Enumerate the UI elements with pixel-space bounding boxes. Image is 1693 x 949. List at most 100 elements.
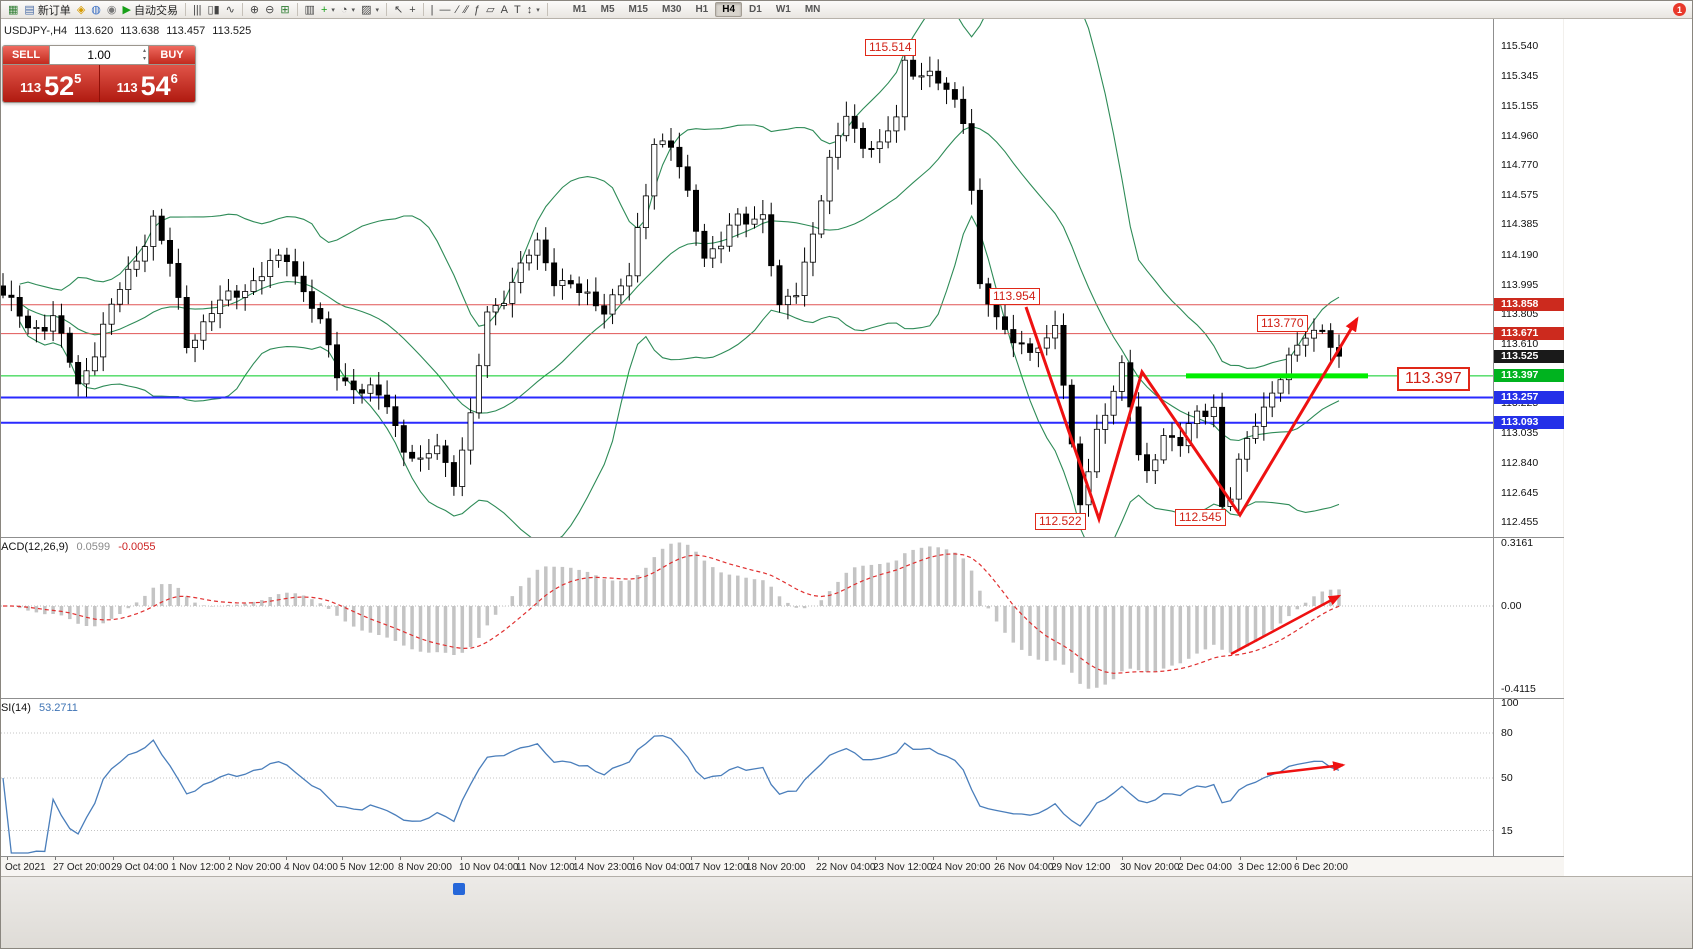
timeframe-h4[interactable]: H4 [715, 2, 743, 17]
timeframe-d1[interactable]: D1 [749, 4, 762, 15]
time-tick [55, 857, 56, 860]
shapes-tool-button[interactable]: ▱ [483, 2, 497, 18]
new-chart-button[interactable]: ▦ [5, 2, 21, 18]
time-axis-label[interactable]: 10 Nov 04:00 [459, 862, 519, 873]
timeframe-m5[interactable]: M5 [600, 4, 615, 15]
market-depth-button[interactable]: ◍ [88, 2, 104, 18]
time-tick [1240, 857, 1241, 860]
add-indicator-button[interactable]: + ▾ [318, 2, 338, 18]
price-badge-113.397: 113.397 [1494, 369, 1564, 383]
macd-panel[interactable]: MACD(12,26,9) 0.0599 -0.0055 [1, 537, 1493, 698]
price-annotation-112.545[interactable]: 112.545 [1175, 509, 1226, 526]
time-axis-label[interactable]: 2 Nov 20:00 [227, 862, 281, 873]
time-axis-label[interactable]: 1 Nov 12:00 [171, 862, 225, 873]
time-axis-label[interactable]: 23 Nov 12:00 [873, 862, 933, 873]
time-axis-label[interactable]: 2 Dec 04:00 [1178, 862, 1232, 873]
open-value: 113.620 [74, 25, 114, 37]
text-tool-button[interactable]: A [498, 2, 511, 18]
trendline-tool-button[interactable]: ∕ [454, 2, 462, 18]
volume-stepper[interactable]: ▴ ▾ [143, 47, 146, 63]
time-axis-label[interactable]: Oct 2021 [5, 862, 46, 873]
time-axis-label[interactable]: 5 Nov 12:00 [340, 862, 394, 873]
time-tick [691, 857, 692, 860]
price-annotation-112.522[interactable]: 112.522 [1035, 513, 1086, 530]
bar-chart-mode-button[interactable]: ||| [190, 2, 205, 18]
time-axis-label[interactable]: 4 Nov 04:00 [284, 862, 338, 873]
alerts-button[interactable]: ◉ [104, 2, 120, 18]
buy-button[interactable]: BUY [149, 46, 195, 64]
timeframe-m1[interactable]: M1 [572, 4, 587, 15]
candlestick-mode-button[interactable]: ▯▮ [205, 2, 223, 18]
stepper-down-icon[interactable]: ▾ [142, 56, 146, 62]
cursor-tool-button[interactable]: ↖ [391, 2, 406, 18]
time-axis-label[interactable]: 11 Nov 12:00 [516, 862, 575, 873]
price-axis-label: 112.840 [1501, 456, 1539, 469]
time-tick [875, 857, 876, 860]
periods-icon: ◔ [340, 3, 348, 16]
volume-input[interactable]: 1.00 ▴ ▾ [49, 46, 149, 64]
time-axis-label[interactable]: 6 Dec 20:00 [1294, 862, 1348, 873]
zoom-in-button[interactable]: ⊕ [247, 2, 262, 18]
rsi-panel[interactable]: RSI(14) 53.2711 [1, 698, 1493, 856]
time-axis-label[interactable]: 27 Oct 20:00 [53, 862, 111, 873]
charts-list-icon: ▥ [304, 3, 315, 16]
line-chart-mode-button[interactable]: ∿ [223, 2, 238, 18]
charts-list-button[interactable]: ▥ [302, 2, 318, 18]
time-axis[interactable]: Oct 2021 27 Oct 20:00 29 Oct 04:00 1 Nov 12… [1, 856, 1564, 876]
candlestick-chart[interactable] [1, 19, 1493, 537]
time-axis-label[interactable]: 16 Nov 04:00 [631, 862, 691, 873]
price-axis-label: 114.385 [1501, 218, 1539, 231]
templates-button[interactable]: ▨ ▾ [358, 2, 382, 18]
time-axis-label[interactable]: 14 Nov 23:00 [573, 862, 633, 873]
time-axis-label[interactable]: 17 Nov 12:00 [689, 862, 749, 873]
price-chart-panel[interactable]: USDJPY-,H4 113.620 113.638 113.457 113.5… [1, 19, 1493, 537]
time-axis-label[interactable]: 22 Nov 04:00 [816, 862, 876, 873]
timeframe-mn[interactable]: MN [804, 4, 821, 15]
vertical-line-tool-button[interactable]: | [428, 2, 437, 18]
taskbar-icon[interactable] [453, 883, 465, 895]
timeframe-m30[interactable]: M30 [661, 4, 682, 15]
fibonacci-tool-button[interactable]: ƒ [471, 2, 483, 18]
time-axis-label[interactable]: 18 Nov 20:00 [746, 862, 806, 873]
time-axis-label[interactable]: 24 Nov 20:00 [931, 862, 991, 873]
templates-icon: ▨ [361, 3, 372, 16]
notification-badge[interactable]: 1 [1673, 3, 1686, 16]
time-axis-label[interactable]: 29 Oct 04:00 [111, 862, 169, 873]
crosshair-tool-button[interactable]: + [406, 2, 418, 18]
bid-price-button[interactable]: 113 52 5 [3, 65, 100, 102]
one-click-prices: 113 52 5 113 54 6 [3, 65, 195, 102]
time-axis-label[interactable]: 8 Nov 20:00 [398, 862, 452, 873]
indicator-list-button[interactable]: ◈ [74, 2, 88, 18]
time-axis-label[interactable]: 30 Nov 20:00 [1120, 862, 1180, 873]
price-axis[interactable]: 115.540 115.345 115.155 114.960 114.770 114.5… [1493, 19, 1564, 876]
price-annotation-113.397[interactable]: 113.397 [1397, 367, 1470, 391]
new-order-button[interactable]: ▤ 新订单 [21, 2, 73, 18]
tile-windows-button[interactable]: ⊞ [277, 2, 292, 18]
ask-sup: 6 [170, 71, 178, 86]
price-badge-113.858: 113.858 [1494, 298, 1564, 312]
periods-button[interactable]: ◔ ▾ [338, 2, 358, 18]
sell-button[interactable]: SELL [3, 46, 49, 64]
time-axis-label[interactable]: 3 Dec 12:00 [1238, 862, 1292, 873]
timeframe-m15[interactable]: M15 [628, 4, 648, 15]
trendline-tool-icon: ∕ [456, 3, 459, 16]
ask-price-button[interactable]: 113 54 6 [99, 65, 195, 102]
price-annotation-115.514[interactable]: 115.514 [865, 39, 916, 56]
channel-tool-button[interactable]: ∕∕ [461, 2, 471, 18]
right-margin [1564, 19, 1692, 876]
price-annotation-113.954[interactable]: 113.954 [989, 288, 1040, 305]
time-axis-label[interactable]: 26 Nov 04:00 [994, 862, 1054, 873]
autotrading-button[interactable]: ▶ 自动交易 [120, 2, 181, 18]
horizontal-line-tool-button[interactable]: — [437, 2, 454, 18]
label-tool-button[interactable]: T [511, 2, 524, 18]
timeframe-h1[interactable]: H1 [695, 4, 709, 15]
timeframe-w1[interactable]: W1 [775, 4, 791, 15]
time-tick [933, 857, 934, 860]
zoom-out-button[interactable]: ⊖ [262, 2, 277, 18]
stepper-up-icon[interactable]: ▴ [142, 48, 146, 54]
time-tick [342, 857, 343, 860]
symbol-period-label: USDJPY-,H4 [4, 25, 68, 37]
price-annotation-113.770[interactable]: 113.770 [1257, 315, 1308, 332]
arrows-tool-button[interactable]: ↕ ▾ [524, 2, 543, 18]
time-axis-label[interactable]: 29 Nov 12:00 [1051, 862, 1111, 873]
